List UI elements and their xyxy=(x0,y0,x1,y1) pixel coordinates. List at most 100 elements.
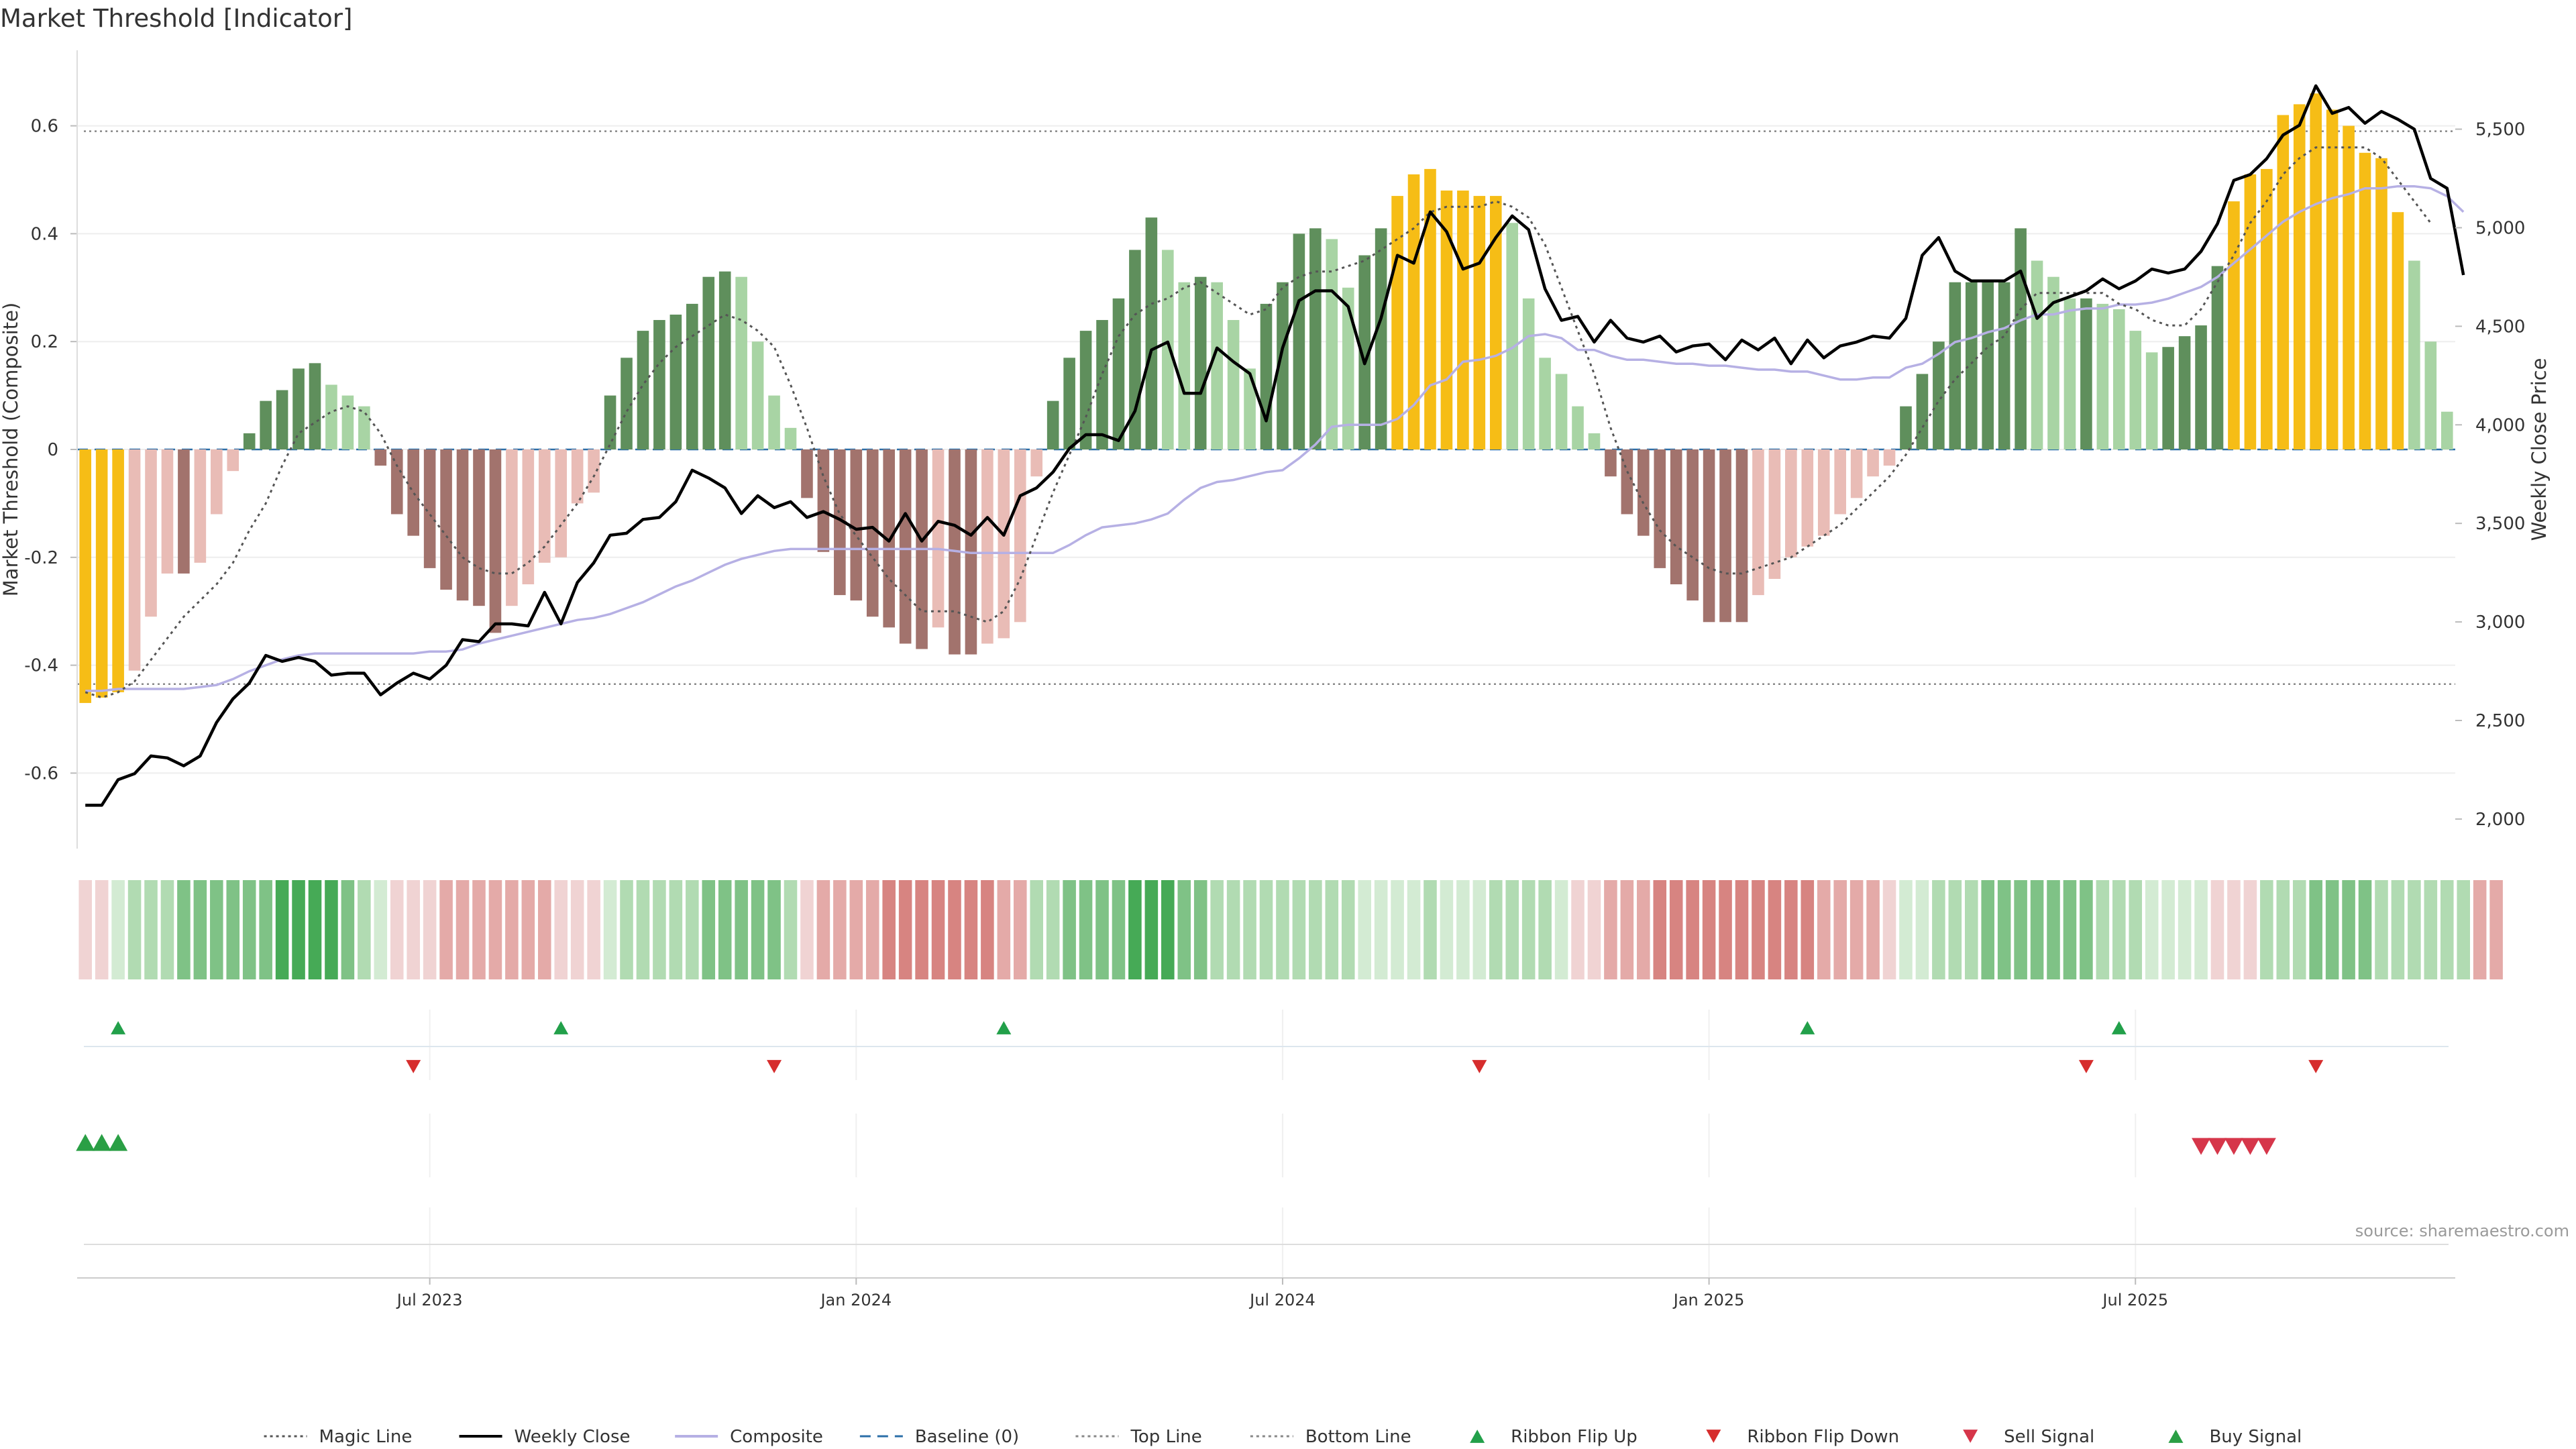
ribbon-cell xyxy=(2129,880,2143,979)
composite-bar xyxy=(1555,374,1568,449)
ribbon-cell xyxy=(1030,880,1044,979)
composite-bar xyxy=(1096,320,1108,449)
ribbon-cell xyxy=(718,880,732,979)
composite-bar xyxy=(79,449,92,703)
ribbon-cell xyxy=(865,880,879,979)
ribbon-cell xyxy=(1325,880,1339,979)
ribbon-cell xyxy=(2440,880,2454,979)
composite-bar xyxy=(1703,449,1715,623)
composite-bar xyxy=(1605,449,1617,477)
composite-bar xyxy=(1719,449,1731,623)
sell-signal-marker xyxy=(2192,1138,2211,1155)
chart-title: Market Threshold [Indicator] xyxy=(0,4,352,33)
y-left-tick-label: 0.6 xyxy=(31,117,58,137)
composite-bar xyxy=(440,449,452,590)
sell-signal-marker xyxy=(2257,1138,2276,1155)
ribbon-cell xyxy=(2194,880,2208,979)
x-tick-label: Jul 2024 xyxy=(1248,1291,1316,1309)
ribbon-cell xyxy=(1456,880,1470,979)
ribbon-cell xyxy=(2014,880,2027,979)
ribbon-cell xyxy=(997,880,1011,979)
composite-bar xyxy=(899,449,912,644)
magic-line xyxy=(85,146,2432,699)
ribbon-cell xyxy=(1702,880,1716,979)
sell-signal-marker xyxy=(2208,1138,2227,1155)
y-left-tick-label: -0.6 xyxy=(24,763,58,784)
composite-bar xyxy=(1817,449,1830,536)
ribbon-cell xyxy=(390,880,404,979)
legend-marker-sell-signal xyxy=(1963,1430,1978,1443)
composite-bar xyxy=(555,449,568,557)
composite-bar xyxy=(1522,298,1535,449)
ribbon-flip-up-marker xyxy=(996,1021,1012,1034)
composite-bar xyxy=(2063,298,2076,449)
legend-label: Buy Signal xyxy=(2209,1427,2302,1447)
ribbon-cell xyxy=(1226,880,1240,979)
composite-bar xyxy=(621,358,633,449)
ribbon-cell xyxy=(1637,880,1650,979)
ribbon-cell xyxy=(308,880,322,979)
ribbon-cell xyxy=(1849,880,1864,979)
composite-bar xyxy=(834,449,846,596)
composite-bar xyxy=(489,449,502,633)
ribbon-cell xyxy=(1358,880,1371,979)
ribbon-strip xyxy=(78,880,2503,979)
composite-bar xyxy=(538,449,551,563)
ribbon-cell xyxy=(1964,880,1978,979)
ribbon-cell xyxy=(915,880,928,979)
composite-bar xyxy=(1539,358,1551,449)
composite-bar xyxy=(325,384,337,449)
ribbon-cell xyxy=(1210,880,1224,979)
composite-bar xyxy=(390,449,403,515)
ribbon-cell xyxy=(423,880,437,979)
composite-bar xyxy=(1686,449,1699,601)
composite-bar xyxy=(1391,196,1403,449)
ribbon-cell xyxy=(292,880,305,979)
ribbon-cell xyxy=(1948,880,1962,979)
x-tick-label: Jan 2025 xyxy=(1672,1291,1745,1309)
composite-bar xyxy=(1375,228,1387,449)
ribbon-cell xyxy=(1095,880,1109,979)
composite-bar xyxy=(211,449,223,515)
composite-bar xyxy=(2277,115,2290,449)
ribbon-cell xyxy=(2047,880,2060,979)
composite-bar xyxy=(2178,336,2191,449)
composite-bar xyxy=(2293,104,2306,450)
composite-bar xyxy=(1949,282,1962,449)
composite-bar xyxy=(1227,320,1240,449)
composite-bar xyxy=(1342,287,1354,449)
ribbon-cell xyxy=(2391,880,2405,979)
y-right-tick-label: 4,500 xyxy=(2475,317,2525,337)
ribbon-cell xyxy=(833,880,847,979)
ribbon-cell xyxy=(587,880,600,979)
ribbon-cell xyxy=(505,880,519,979)
ribbon-cell xyxy=(358,880,371,979)
ribbon-cell xyxy=(1538,880,1552,979)
composite-bar xyxy=(998,449,1010,639)
composite-bar xyxy=(1211,282,1223,449)
legend-marker-buy-signal xyxy=(2168,1430,2184,1443)
ribbon-cell xyxy=(1407,880,1421,979)
ribbon-cell xyxy=(1981,880,1995,979)
ribbon-cell xyxy=(800,880,814,979)
ribbon-flip-up-marker xyxy=(553,1021,569,1034)
composite-bar xyxy=(1998,282,2010,449)
composite-bar xyxy=(735,276,747,449)
composite-bar xyxy=(1145,217,1158,449)
composite-bar xyxy=(2326,109,2339,449)
composite-bar xyxy=(423,449,436,568)
ribbon-cell xyxy=(2145,880,2159,979)
legend-label: Composite xyxy=(730,1427,823,1447)
composite-bar xyxy=(801,449,813,498)
ribbon-cell xyxy=(1489,880,1503,979)
sell-signal-marker xyxy=(2241,1138,2260,1155)
composite-bar xyxy=(1965,282,1978,449)
composite-bar xyxy=(1358,255,1371,449)
legend-marker-ribbon-flip-up xyxy=(1470,1430,1485,1443)
composite-bar xyxy=(2031,260,2043,449)
legend-label: Sell Signal xyxy=(2004,1427,2094,1447)
ribbon-cell xyxy=(1391,880,1404,979)
axes: 0.6 0.4 0.2 0 -0.4 -0.2 -0.6 5,500 5,000 4,500 4,0… xyxy=(0,50,2551,849)
composite-bar xyxy=(161,449,174,574)
y-right-tick-label: 2,000 xyxy=(2475,810,2525,830)
